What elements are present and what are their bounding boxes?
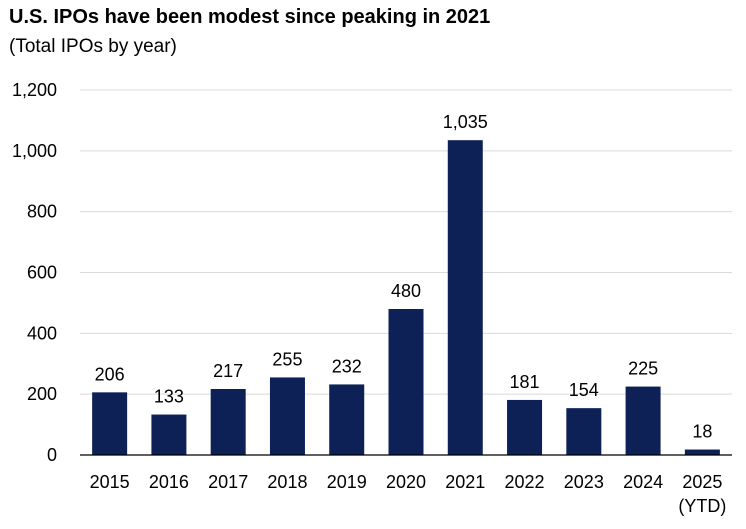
x-tick-label: 2023 — [564, 472, 604, 492]
x-tick-label: 2017 — [208, 472, 248, 492]
bar — [151, 414, 187, 455]
data-label: 154 — [569, 380, 599, 400]
data-label: 255 — [272, 349, 302, 369]
y-tick-label: 400 — [27, 323, 57, 343]
data-label: 18 — [692, 422, 712, 442]
bar — [684, 449, 720, 455]
x-tick-label: 2024 — [623, 472, 663, 492]
data-label: 217 — [213, 361, 243, 381]
x-tick-label: 2019 — [327, 472, 367, 492]
data-label: 225 — [628, 359, 658, 379]
y-tick-label: 200 — [27, 384, 57, 404]
bar — [566, 408, 602, 455]
chart-title: U.S. IPOs have been modest since peaking… — [9, 6, 491, 28]
bar — [507, 399, 543, 455]
data-label: 480 — [391, 281, 421, 301]
y-tick-label: 0 — [47, 445, 57, 465]
data-label: 133 — [154, 387, 184, 407]
x-tick-label: 2016 — [149, 472, 189, 492]
bar — [269, 377, 305, 455]
bar — [210, 388, 246, 455]
y-tick-label: 1,000 — [12, 141, 57, 161]
x-tick-label: 2020 — [386, 472, 426, 492]
data-label: 1,035 — [443, 112, 488, 132]
bar — [447, 140, 483, 455]
x-tick-label: 2018 — [267, 472, 307, 492]
x-tick-label: 2025 (YTD) — [678, 472, 726, 516]
x-tick-label: 2022 — [505, 472, 545, 492]
x-tick-label: 2015 — [90, 472, 130, 492]
data-label: 181 — [510, 372, 540, 392]
chart-subtitle: (Total IPOs by year) — [9, 36, 177, 57]
bar — [329, 384, 365, 455]
y-tick-label: 600 — [27, 263, 57, 283]
data-label: 232 — [332, 356, 362, 376]
y-tick-label: 1,200 — [12, 80, 57, 100]
data-label: 206 — [95, 364, 125, 384]
x-tick-label: 2021 — [445, 472, 485, 492]
bar — [625, 386, 661, 455]
bar — [388, 309, 424, 455]
y-tick-label: 800 — [27, 202, 57, 222]
bar — [92, 392, 128, 455]
